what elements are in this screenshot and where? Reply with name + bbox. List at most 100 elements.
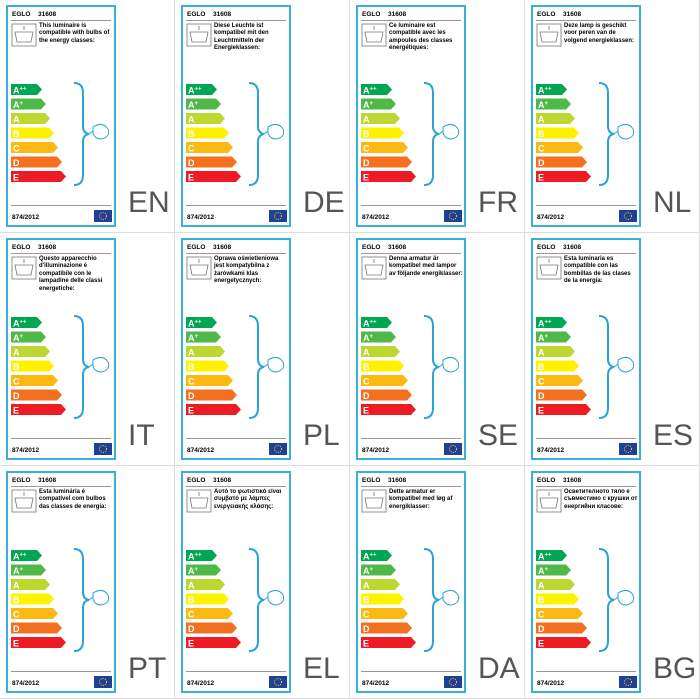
brand: EGLO	[187, 244, 206, 251]
class-arrow	[361, 346, 400, 357]
class-arrow	[361, 622, 412, 634]
divider	[186, 438, 286, 439]
class-letter: B	[188, 362, 195, 372]
class-label: A	[188, 581, 195, 591]
description: Ce luminaire est compatible avec les amp…	[389, 23, 453, 52]
eu-flag	[444, 676, 462, 688]
class-letter: A	[13, 552, 20, 562]
class-arrow	[186, 608, 233, 619]
class-arrow	[11, 113, 50, 124]
flag-stars	[99, 445, 107, 453]
label-cell: EGLO 31608 Αυτό το φωτιστικό είναι συμβατό…	[175, 466, 350, 699]
class-label: B	[13, 595, 20, 605]
class-letter: A	[363, 100, 370, 110]
divider	[536, 438, 636, 439]
eu-flag	[619, 210, 637, 222]
class-letter: A	[538, 100, 545, 110]
lamp-icon	[361, 23, 387, 47]
flag-stars	[624, 212, 632, 220]
class-arrow	[536, 156, 587, 168]
class-letter: A	[188, 581, 195, 591]
label-cell: EGLO 31608 Denna armatur är kompatibel med…	[350, 233, 525, 466]
class-label: A++	[363, 552, 377, 562]
class-arrow	[11, 389, 62, 401]
class-letter: C	[538, 377, 545, 387]
model: 31608	[563, 477, 582, 484]
brace	[598, 82, 615, 186]
class-label: E	[13, 639, 19, 649]
class-sup: ++	[20, 320, 28, 326]
class-sup: +	[370, 334, 374, 340]
description: Αυτό το φωτιστικό είναι συμβατό με λάμπε…	[214, 489, 282, 510]
class-arrow	[11, 84, 42, 95]
class-label: D	[188, 624, 195, 634]
class-letter: D	[13, 391, 20, 401]
class-letter: C	[363, 377, 370, 387]
language-code: PT	[128, 652, 167, 685]
class-letter: A	[538, 319, 545, 329]
class-arrow	[536, 98, 571, 110]
class-label: A	[363, 348, 370, 358]
model: 31608	[38, 11, 57, 18]
class-arrow	[11, 608, 58, 619]
flag-field	[619, 210, 637, 222]
lamp-icon	[536, 23, 562, 47]
class-arrow	[361, 593, 404, 605]
class-letter: B	[538, 129, 545, 139]
class-letter: E	[13, 406, 19, 416]
language-code: ES	[653, 419, 694, 452]
energy-label: EGLO 31608 Oprawa oświetleniowa jest kompa…	[181, 238, 291, 460]
flag-field	[619, 443, 637, 455]
energy-label: EGLO 31608 Diese Leuchte ist kompatibel mi…	[181, 5, 291, 227]
class-letter: A	[538, 566, 545, 576]
flag-stars	[449, 445, 457, 453]
class-letter: E	[538, 639, 544, 649]
description: Осветителното тяло е съвместимо с крушки…	[564, 489, 638, 510]
lamp-icon	[186, 256, 212, 280]
brand: EGLO	[537, 11, 556, 18]
description: Diese Leuchte ist kompatibel mit den Leu…	[214, 23, 269, 52]
class-label: A++	[188, 86, 202, 96]
class-letter: A	[188, 566, 195, 576]
icon-frame	[361, 23, 387, 47]
class-arrow	[361, 550, 392, 561]
class-letter: A	[188, 552, 195, 562]
class-label: A	[188, 348, 195, 358]
brand: EGLO	[537, 244, 556, 251]
language-code: SE	[478, 419, 519, 452]
class-arrow	[11, 331, 46, 343]
class-arrow	[186, 593, 229, 605]
class-label: C	[363, 377, 370, 387]
eu-flag	[269, 443, 287, 455]
regulation: 874/2012	[12, 214, 40, 221]
energy-label: EGLO 31608 Denna armatur är kompatibel med…	[356, 238, 466, 460]
icon-lamp	[364, 492, 384, 509]
brace	[423, 315, 440, 419]
divider	[186, 486, 286, 487]
class-sup: ++	[370, 320, 378, 326]
class-arrow	[536, 375, 583, 386]
class-label: A++	[13, 319, 27, 329]
energy-label: EGLO 31608 Ce luminaire est compatible ave…	[356, 5, 466, 227]
icon-lamp	[14, 259, 34, 276]
flag-stars	[449, 678, 457, 686]
class-letter: C	[538, 610, 545, 620]
class-arrow	[536, 317, 567, 328]
class-letter: D	[538, 158, 545, 168]
class-label: A	[363, 581, 370, 591]
class-label: A	[538, 581, 545, 591]
flag-field	[444, 443, 462, 455]
class-sup: +	[545, 101, 549, 107]
class-sup: +	[370, 567, 374, 573]
flag-field	[94, 210, 112, 222]
description: Esta luminaria es compatible con las bom…	[564, 256, 631, 285]
class-letter: A	[13, 86, 20, 96]
class-letter: A	[188, 86, 195, 96]
class-letter: A	[188, 115, 195, 125]
class-label: C	[188, 144, 195, 154]
